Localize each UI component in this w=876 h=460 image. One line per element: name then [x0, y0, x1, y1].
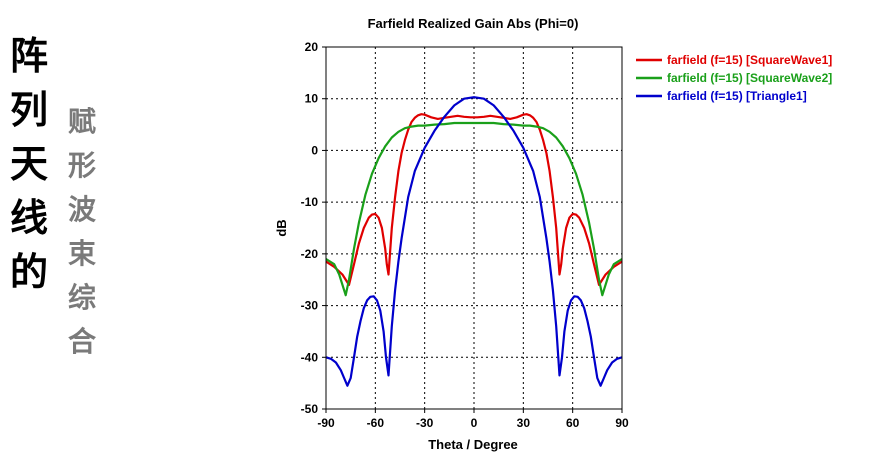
x-tick-label: 30: [517, 416, 531, 430]
subtitle-char: 形: [68, 150, 97, 181]
subtitle-char: 束: [68, 238, 97, 269]
subtitle-char: 波: [68, 194, 97, 225]
x-tick-label: 0: [471, 416, 478, 430]
x-tick-label: 90: [615, 416, 629, 430]
legend-label: farfield (f=15) [SquareWave1]: [667, 53, 832, 67]
legend-label: farfield (f=15) [Triangle1]: [667, 89, 807, 103]
title-char: 列: [10, 90, 49, 132]
y-tick-label: -40: [301, 350, 319, 364]
legend: farfield (f=15) [SquareWave1] farfield (f…: [636, 53, 832, 103]
series-line-1: [325, 113, 623, 286]
y-tick-label: 20: [305, 40, 319, 54]
x-tick-label: -90: [317, 416, 335, 430]
series-line-3: [325, 96, 623, 387]
x-tick-label: 60: [566, 416, 580, 430]
chart-title: Farfield Realized Gain Abs (Phi=0): [368, 16, 579, 31]
series-group: [325, 96, 623, 387]
subtitle-char: 赋: [68, 106, 97, 137]
title-char: 阵: [10, 36, 49, 78]
grid: [326, 47, 622, 409]
x-axis-label: Theta / Degree: [428, 437, 518, 452]
title-vertical-secondary: 赋 形 波 束 综 合: [68, 108, 96, 372]
y-tick-label: -20: [301, 247, 319, 261]
subtitle-char: 综: [68, 282, 97, 313]
series-line-2: [325, 121, 623, 297]
title-vertical-primary: 阵 列 天 线 的: [10, 38, 48, 308]
y-tick-label: 0: [311, 143, 318, 157]
title-char: 天: [10, 144, 49, 186]
y-tick-label: -30: [301, 299, 319, 313]
title-char: 线: [10, 198, 49, 240]
y-tick-label: -10: [301, 195, 319, 209]
y-axis-label: dB: [274, 219, 289, 236]
title-char: 的: [10, 252, 49, 294]
subtitle-char: 合: [68, 326, 97, 357]
legend-label: farfield (f=15) [SquareWave2]: [667, 71, 832, 85]
x-tick-label: -30: [416, 416, 434, 430]
tick-labels: -90 -60 -30 0 30 60 90 20 10 0 -10 -20 -30 -40 -50: [301, 40, 629, 430]
y-tick-label: 10: [305, 92, 319, 106]
y-tick-label: -50: [301, 402, 319, 416]
x-tick-label: -60: [367, 416, 385, 430]
